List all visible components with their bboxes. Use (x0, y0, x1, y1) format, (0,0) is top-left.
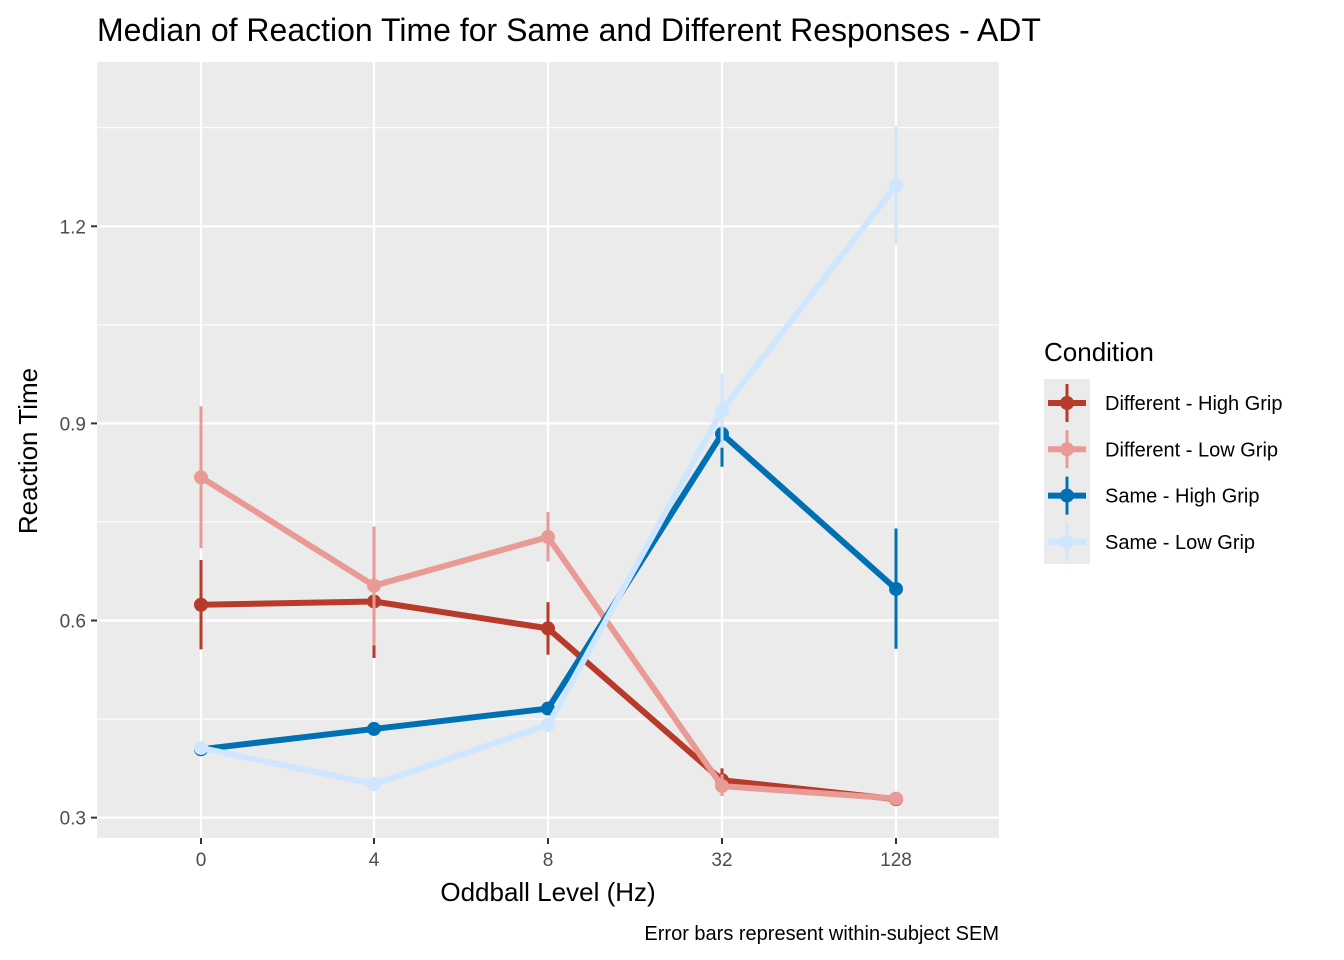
y-tick-label: 0.6 (60, 612, 86, 633)
y-tick-label: 0.3 (60, 809, 86, 830)
data-point (889, 581, 903, 596)
series-layer (194, 126, 903, 807)
legend-label: Same - High Grip (1105, 486, 1260, 508)
data-point (889, 178, 903, 193)
x-tick-label: 8 (543, 850, 554, 871)
legend: Condition Different - High GripDifferent… (1044, 337, 1282, 564)
data-point (194, 470, 208, 485)
data-point (715, 779, 729, 794)
legend-key (1048, 522, 1086, 561)
legend-key (1048, 384, 1086, 422)
y-tick-label: 0.9 (60, 414, 86, 435)
data-point (367, 777, 381, 792)
y-axis-title: Reaction Time (13, 368, 43, 534)
legend-label: Different - High Grip (1105, 393, 1282, 415)
legend-key-point (1060, 488, 1074, 503)
data-point (541, 621, 555, 636)
data-point (541, 717, 555, 732)
legend-key (1048, 476, 1086, 515)
x-tick-label: 32 (711, 850, 732, 871)
legend-title: Condition (1044, 337, 1154, 367)
caption: Error bars represent within-subject SEM (644, 923, 999, 945)
legend-items: Different - High Grip Different - Low Gri… (1048, 384, 1282, 561)
data-point (367, 578, 381, 593)
data-point (367, 721, 381, 736)
legend-key (1048, 430, 1086, 469)
legend-key-point (1060, 534, 1074, 549)
legend-key-point (1060, 442, 1074, 457)
data-point (194, 740, 208, 755)
data-point (541, 530, 555, 545)
x-tick-label: 0 (196, 850, 207, 871)
data-point (889, 791, 903, 806)
data-point (194, 597, 208, 612)
data-point (541, 701, 555, 716)
y-tick-label: 1.2 (60, 217, 86, 238)
data-point (715, 403, 729, 418)
legend-key-point (1060, 396, 1074, 410)
chart-title: Median of Reaction Time for Same and Dif… (97, 12, 1041, 48)
x-tick-label: 128 (880, 850, 912, 871)
legend-label: Same - Low Grip (1105, 532, 1255, 554)
x-tick-label: 4 (369, 850, 380, 871)
legend-label: Different - Low Grip (1105, 439, 1278, 461)
series-different-low-grip (194, 406, 903, 806)
series-same-low-grip (194, 126, 903, 792)
axes-layer: 0.3 0.6 0.9 1.2 0 4 8 32 128 (60, 217, 912, 871)
x-axis-title: Oddball Level (Hz) (440, 877, 655, 907)
